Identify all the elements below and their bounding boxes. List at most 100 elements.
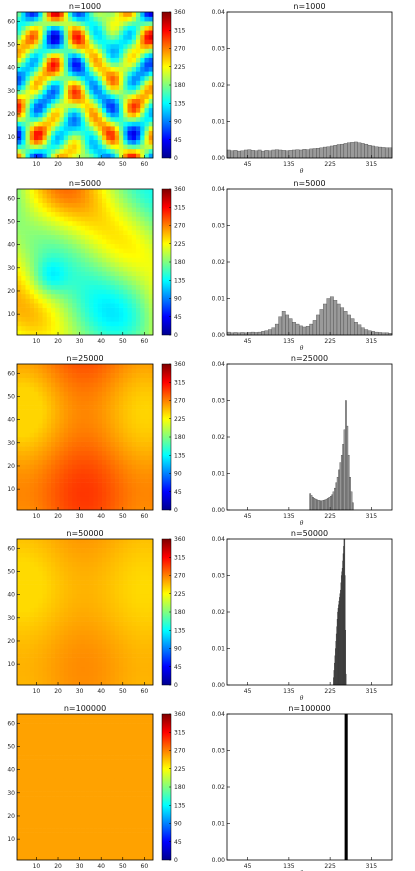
heatmap-cell [148, 382, 154, 388]
heatmap-cell [131, 98, 137, 104]
heatmap-cell [119, 116, 124, 122]
heatmap-cell [123, 307, 128, 313]
heatmap-cell [85, 487, 90, 493]
heatmap-cell [38, 552, 43, 558]
y-tick-label: 0.01 [212, 471, 226, 478]
heatmap-cell [148, 71, 154, 77]
heatmap-cell [59, 432, 65, 438]
heatmap-cell [34, 303, 39, 308]
heatmap-cell [29, 144, 35, 150]
heatmap-cell [97, 225, 103, 231]
heatmap-cell [80, 71, 86, 77]
heatmap-cell [72, 714, 77, 719]
heatmap-cell [68, 275, 73, 281]
heatmap-cell [114, 473, 120, 479]
heatmap-cell [131, 543, 137, 549]
heatmap-cell [136, 621, 141, 626]
heatmap-cell [127, 496, 133, 502]
heatmap-cell [72, 126, 77, 131]
heatmap-cell [17, 837, 22, 843]
heatmap-cell [119, 671, 124, 677]
heatmap-cell [106, 364, 111, 369]
heatmap-cell [102, 662, 107, 668]
heatmap-cell [34, 275, 39, 281]
heatmap-cell [76, 745, 82, 751]
heatmap-cell [55, 21, 60, 26]
heatmap-cell [76, 468, 82, 474]
heatmap-cell [59, 446, 65, 451]
heatmap-cell [102, 211, 107, 217]
heatmap-cell [106, 675, 111, 681]
heatmap-cell [114, 409, 120, 415]
histogram-bar [309, 148, 314, 159]
heatmap-cell [106, 121, 111, 127]
heatmap-cell [29, 718, 35, 724]
heatmap-cell [17, 598, 22, 604]
heatmap-cell [114, 43, 120, 49]
heatmap-cell [21, 427, 26, 433]
heatmap-cell [63, 298, 69, 304]
heatmap-cell [55, 543, 60, 549]
heatmap-cell [80, 566, 86, 572]
heatmap-cell [51, 791, 56, 797]
heatmap-cell [123, 437, 128, 442]
heatmap-cell [59, 548, 65, 553]
heatmap-cell [76, 482, 82, 488]
heatmap-cell [34, 144, 39, 150]
heatmap-cell [97, 653, 103, 658]
heatmap-cell [102, 441, 107, 447]
heatmap-cell [68, 271, 73, 276]
heatmap-cell [93, 12, 99, 17]
heatmap-cell [119, 464, 124, 470]
heatmap-cell [114, 500, 120, 506]
heatmap-cell [42, 653, 48, 658]
heatmap-cell [42, 239, 48, 245]
heatmap-cell [102, 657, 107, 663]
heatmap-cell [85, 243, 90, 249]
heatmap-cell [76, 666, 82, 672]
histogram-bar [281, 150, 286, 159]
heatmap-cell [80, 459, 86, 465]
heatmap-cell [123, 487, 128, 493]
heatmap-cell [42, 98, 48, 104]
heatmap-cell [80, 312, 86, 318]
heatmap-cell [17, 25, 22, 31]
heatmap-cell [114, 202, 120, 208]
heatmap-cell [93, 464, 99, 470]
heatmap-cell [93, 325, 99, 331]
heatmap-cell [51, 405, 56, 410]
heatmap-cell [25, 202, 31, 208]
heatmap-cell [17, 312, 22, 318]
y-tick-label: 50 [7, 218, 15, 225]
heatmap-cell [55, 75, 60, 81]
heatmap-cell [63, 316, 69, 322]
heatmap-cell [21, 275, 26, 281]
heatmap-cell [123, 266, 128, 272]
x-tick-label: 20 [54, 161, 62, 168]
histogram-bar [378, 146, 382, 159]
heatmap-cell [46, 598, 52, 604]
heatmap-cell [25, 755, 31, 760]
heatmap-cell [63, 732, 69, 738]
histogram-bar [316, 314, 320, 336]
heatmap-cell [25, 437, 31, 442]
heatmap-cell [72, 325, 77, 331]
heatmap-cell [114, 62, 120, 68]
heatmap-cell [21, 368, 26, 374]
heatmap-cell [76, 598, 82, 604]
heatmap-cell [68, 764, 73, 770]
heatmap-cell [144, 575, 150, 581]
heatmap-cell [17, 548, 22, 553]
heatmap-cell [119, 144, 124, 150]
colorbar-tick-label: 135 [174, 452, 186, 459]
heatmap-cell [119, 30, 124, 36]
heatmap-cell [110, 307, 116, 313]
heatmap-cell [89, 386, 94, 392]
heatmap-cell [93, 539, 99, 544]
heatmap-cell [148, 66, 154, 72]
heatmap-cell [140, 552, 145, 558]
heatmap-cell [72, 207, 77, 213]
heatmap-cell [25, 368, 31, 374]
heatmap-cell [34, 625, 39, 631]
heatmap-cell [68, 57, 73, 63]
